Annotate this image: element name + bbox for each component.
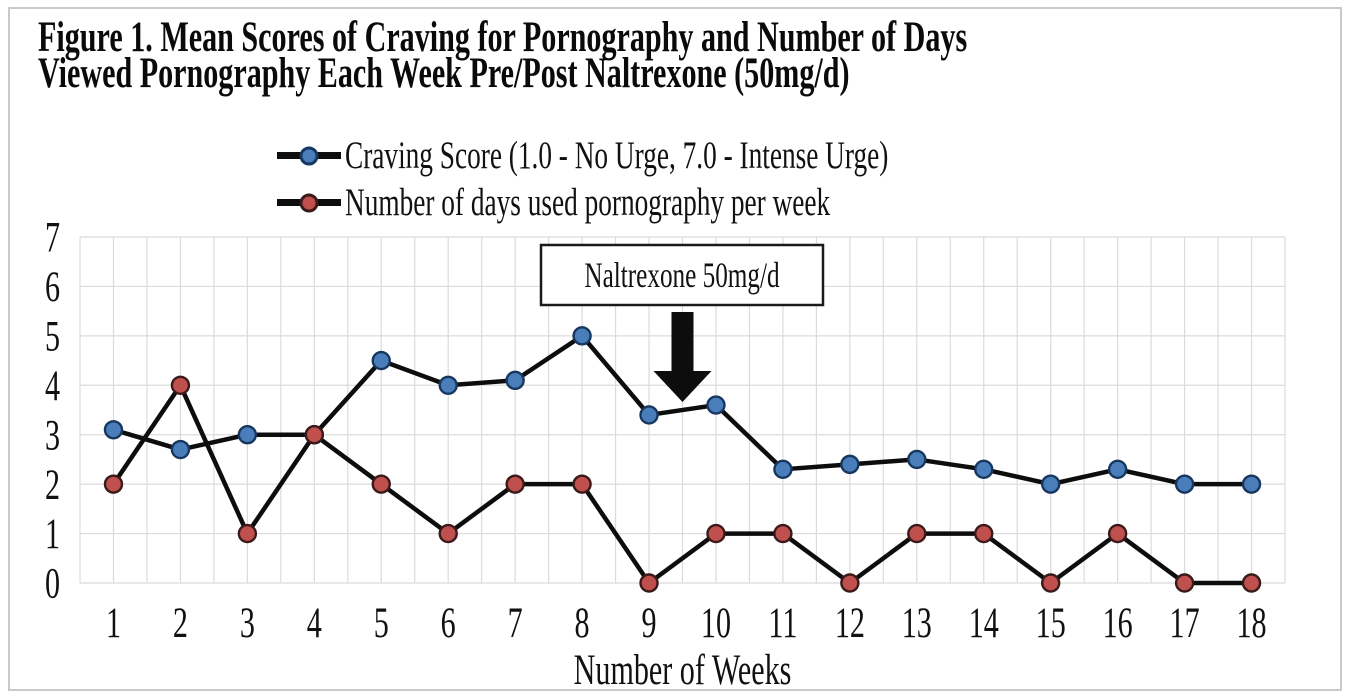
x-axis-tick-label: 2 xyxy=(173,600,188,648)
y-axis-tick-label: 7 xyxy=(45,215,60,263)
days-used-point-week-7 xyxy=(505,474,525,494)
craving-score-point-week-9 xyxy=(639,405,659,425)
x-axis-tick-label: 9 xyxy=(642,600,657,648)
days-used-point-week-3 xyxy=(237,523,258,544)
days-used-point-week-11 xyxy=(773,523,793,544)
y-axis-tick-label: 1 xyxy=(45,511,60,559)
days-used-point-week-13 xyxy=(907,523,927,544)
y-axis-tick-label: 2 xyxy=(45,462,60,510)
x-axis-tick-label: 7 xyxy=(508,600,523,648)
days-used-point-week-5 xyxy=(371,474,391,494)
x-axis-tick-label: 15 xyxy=(1036,600,1066,648)
craving-score-point-week-1 xyxy=(103,420,124,440)
craving-score-point-week-13 xyxy=(907,449,927,470)
legend-label-craving-score: Craving Score (1.0 - No Urge, 7.0 - Inte… xyxy=(345,134,889,177)
annotation-label: Naltrexone 50mg/d xyxy=(584,255,780,296)
craving-score-point-week-10 xyxy=(706,395,726,415)
days-used-point-week-8 xyxy=(572,474,592,494)
legend-marker-craving-score-icon xyxy=(299,146,319,165)
craving-score-point-week-3 xyxy=(237,425,258,445)
annotation-box xyxy=(539,243,825,307)
craving-score-point-week-11 xyxy=(773,459,793,480)
days-used-point-week-4 xyxy=(304,425,325,445)
x-axis-tick-label: 5 xyxy=(374,600,389,648)
craving-score-point-week-18 xyxy=(1241,474,1262,494)
x-axis-tick-label: 8 xyxy=(575,600,590,648)
days-used-point-week-15 xyxy=(1040,573,1061,593)
chart-legend: Craving Score (1.0 - No Urge, 7.0 - Inte… xyxy=(277,132,1121,226)
x-axis-tick-label: 18 xyxy=(1236,600,1266,648)
legend-line-days-used xyxy=(277,193,341,212)
days-used-point-week-18 xyxy=(1241,573,1262,593)
craving-score-point-week-7 xyxy=(505,370,525,391)
days-used-point-week-2 xyxy=(170,375,191,395)
annotation-down-arrow-icon xyxy=(653,312,712,402)
days-used-point-week-17 xyxy=(1174,573,1195,593)
x-axis-tick-label: 6 xyxy=(441,600,456,648)
days-used-point-week-14 xyxy=(974,523,994,544)
x-axis-tick-label: 12 xyxy=(835,600,865,648)
days-used-point-week-9 xyxy=(639,573,659,593)
series-line-craving-score xyxy=(111,333,1254,487)
y-axis-tick-label: 5 xyxy=(45,313,60,361)
days-used-point-week-1 xyxy=(103,474,124,494)
days-used-point-week-12 xyxy=(840,573,860,593)
x-axis-title: Number of Weeks xyxy=(574,647,792,695)
x-axis-tick-label: 14 xyxy=(969,600,999,648)
x-axis-tick-label: 17 xyxy=(1170,600,1200,648)
x-axis-tick-label: 10 xyxy=(701,600,731,648)
days-used-point-week-6 xyxy=(438,523,458,544)
craving-score-point-week-12 xyxy=(840,454,860,475)
legend-label-days-used: Number of days used pornography per week xyxy=(345,181,831,224)
x-axis-tick-label: 11 xyxy=(768,600,797,648)
legend-marker-days-used-icon xyxy=(299,193,319,212)
series-line-days-used xyxy=(111,383,1254,586)
craving-score-point-week-14 xyxy=(974,459,994,480)
craving-score-point-week-8 xyxy=(572,326,592,346)
craving-score-point-week-6 xyxy=(438,375,458,395)
x-axis-tick-label: 16 xyxy=(1103,600,1133,648)
x-axis-tick-label: 1 xyxy=(106,600,121,648)
figure-title: Figure 1. Mean Scores of Craving for Por… xyxy=(38,14,1350,97)
figure-title-line2: Viewed Pornography Each Week Pre/Post Na… xyxy=(38,50,850,97)
y-axis-tick-label: 3 xyxy=(45,412,60,460)
legend-item-craving-score: Craving Score (1.0 - No Urge, 7.0 - Inte… xyxy=(277,132,1121,179)
craving-score-point-week-17 xyxy=(1174,474,1195,494)
x-axis-tick-label: 3 xyxy=(240,600,255,648)
craving-score-point-week-15 xyxy=(1040,474,1061,494)
craving-score-point-week-2 xyxy=(170,439,191,460)
figure-title-line1: Figure 1. Mean Scores of Craving for Por… xyxy=(38,14,968,61)
x-axis-tick-label: 13 xyxy=(902,600,932,648)
y-axis-tick-label: 6 xyxy=(45,264,60,312)
legend-item-days-used: Number of days used pornography per week xyxy=(277,179,1121,226)
y-axis-tick-label: 0 xyxy=(45,561,60,609)
x-axis-tick-label: 4 xyxy=(307,600,322,648)
craving-score-point-week-16 xyxy=(1107,459,1128,480)
craving-score-point-week-5 xyxy=(371,350,391,371)
legend-line-craving-score xyxy=(277,146,341,165)
y-axis-tick-label: 4 xyxy=(45,363,60,411)
days-used-point-week-16 xyxy=(1107,523,1128,544)
days-used-point-week-10 xyxy=(706,523,726,544)
